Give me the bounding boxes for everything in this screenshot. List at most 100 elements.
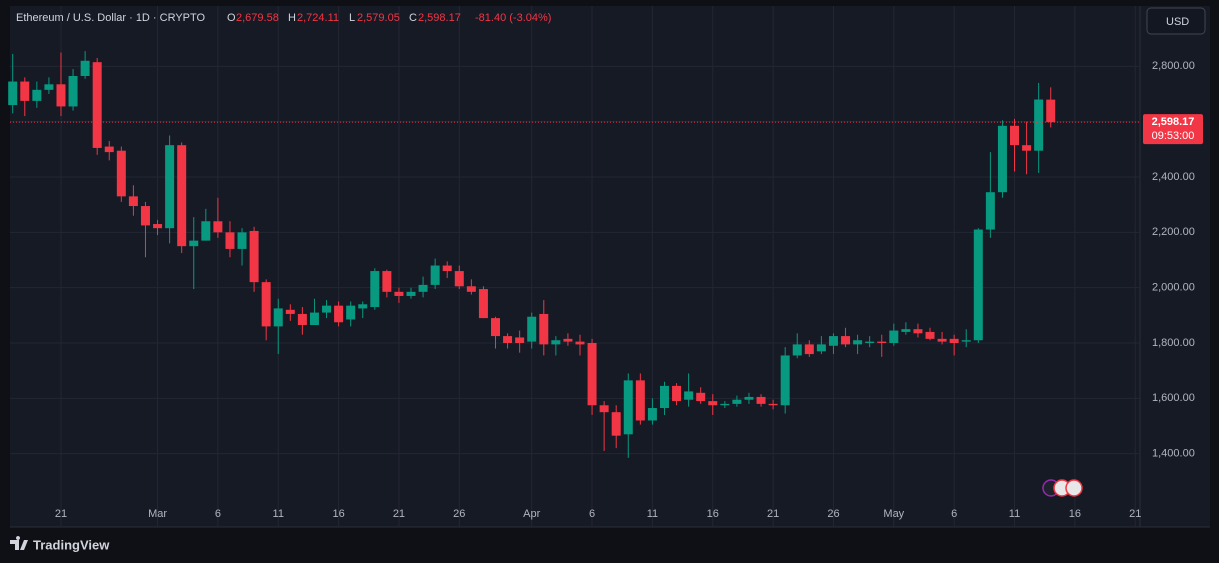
candle-body [466, 286, 476, 292]
candle-body [672, 385, 682, 402]
candle-body [128, 196, 138, 207]
candle-body [563, 338, 573, 342]
x-tick-label: 6 [951, 508, 957, 520]
candle-body [575, 341, 585, 345]
ohlc-key: O [227, 12, 236, 24]
x-tick-label: 16 [707, 508, 719, 520]
y-tick-label: 2,200.00 [1152, 226, 1195, 238]
candle-body [454, 271, 464, 287]
candle-body [623, 380, 633, 435]
candle-body [201, 221, 211, 241]
candle-body [515, 337, 525, 344]
candle-body [889, 330, 899, 344]
candle-body [261, 282, 271, 327]
candle-body [527, 316, 537, 342]
x-tick-label: 6 [215, 508, 221, 520]
y-tick-label: 2,800.00 [1152, 60, 1195, 72]
last-price-box [1143, 114, 1203, 145]
currency-button[interactable] [1146, 7, 1206, 35]
x-tick-label: 21 [767, 508, 779, 520]
ohlc-value: 2,598.17 [418, 12, 461, 24]
y-tick-label: 1,800.00 [1152, 337, 1195, 349]
candle-body [828, 336, 838, 346]
candle-body [165, 145, 175, 229]
candle-body [744, 396, 754, 400]
candles [8, 51, 1140, 458]
x-tick-label: 26 [827, 508, 839, 520]
candle-body [418, 284, 428, 292]
candle-body [116, 150, 126, 197]
countdown-label: 09:53:00 [1152, 130, 1195, 142]
candle-body [768, 403, 778, 406]
candle-body [1046, 99, 1056, 123]
candle-body [539, 313, 549, 345]
candle-body [841, 336, 851, 345]
candle-body [949, 338, 959, 344]
candle-body [732, 399, 742, 404]
grid [10, 6, 1140, 527]
candle-body [225, 232, 235, 249]
candle-body [708, 401, 718, 406]
x-tick-label: Apr [523, 508, 540, 520]
candle-body [382, 271, 392, 292]
labels: Ethereum / U.S. Dollar · 1D · CRYPTO O 2… [10, 7, 1206, 552]
candle-body [249, 230, 259, 283]
candle-body [587, 343, 597, 406]
candle-body [901, 329, 911, 332]
candle-body [8, 81, 18, 106]
x-tick-label: 16 [332, 508, 344, 520]
candle-body [104, 146, 114, 153]
candle-body [647, 408, 657, 421]
price-change: -81.40 (-3.04%) [475, 12, 551, 24]
candle-body [32, 89, 42, 101]
candle-body [853, 340, 863, 345]
event-icon [1065, 479, 1083, 497]
x-tick-label: May [883, 508, 904, 520]
event-icons [1042, 479, 1083, 497]
candle-body [599, 405, 609, 413]
ohlc-value: 2,679.58 [236, 12, 279, 24]
x-tick-label: 21 [55, 508, 67, 520]
candle-body [478, 289, 488, 319]
candle-body [92, 62, 102, 148]
candle-body [44, 84, 54, 90]
candle-body [696, 392, 706, 402]
ohlc-key: L [349, 12, 355, 24]
candle-body [816, 344, 826, 352]
y-tick-label: 2,400.00 [1152, 171, 1195, 183]
candle-body [961, 340, 971, 342]
candle-body [780, 355, 790, 406]
candle-body [792, 344, 802, 356]
candle-body [877, 341, 887, 344]
candle-body [973, 229, 983, 341]
candle-body [611, 412, 621, 436]
candle-body [334, 305, 344, 323]
candle-body [659, 385, 669, 409]
x-tick-label: 11 [1009, 508, 1020, 520]
candle-body [358, 304, 368, 309]
candle-body [503, 336, 513, 344]
candle-body [68, 76, 78, 107]
candle-body [237, 232, 247, 249]
candle-body [635, 380, 645, 421]
candle-body [309, 312, 319, 326]
currency-label[interactable]: USD [1166, 16, 1189, 28]
candle-body [925, 331, 935, 339]
candle-body [370, 271, 380, 308]
candle-body [394, 291, 404, 296]
candle-body [273, 308, 283, 327]
candle-body [56, 84, 66, 107]
candle-body [80, 60, 90, 77]
candle-body [491, 318, 500, 337]
x-tick-label: 11 [647, 508, 658, 520]
candle-body [865, 341, 875, 344]
candle-body [684, 391, 694, 400]
chart-title: Ethereum / U.S. Dollar · 1D · CRYPTO [16, 12, 206, 24]
x-tick-label: Mar [148, 508, 167, 520]
x-tick-label: 11 [273, 508, 284, 520]
candle-body [322, 305, 332, 313]
candle-body [1034, 99, 1044, 151]
logo-icon [10, 536, 28, 550]
